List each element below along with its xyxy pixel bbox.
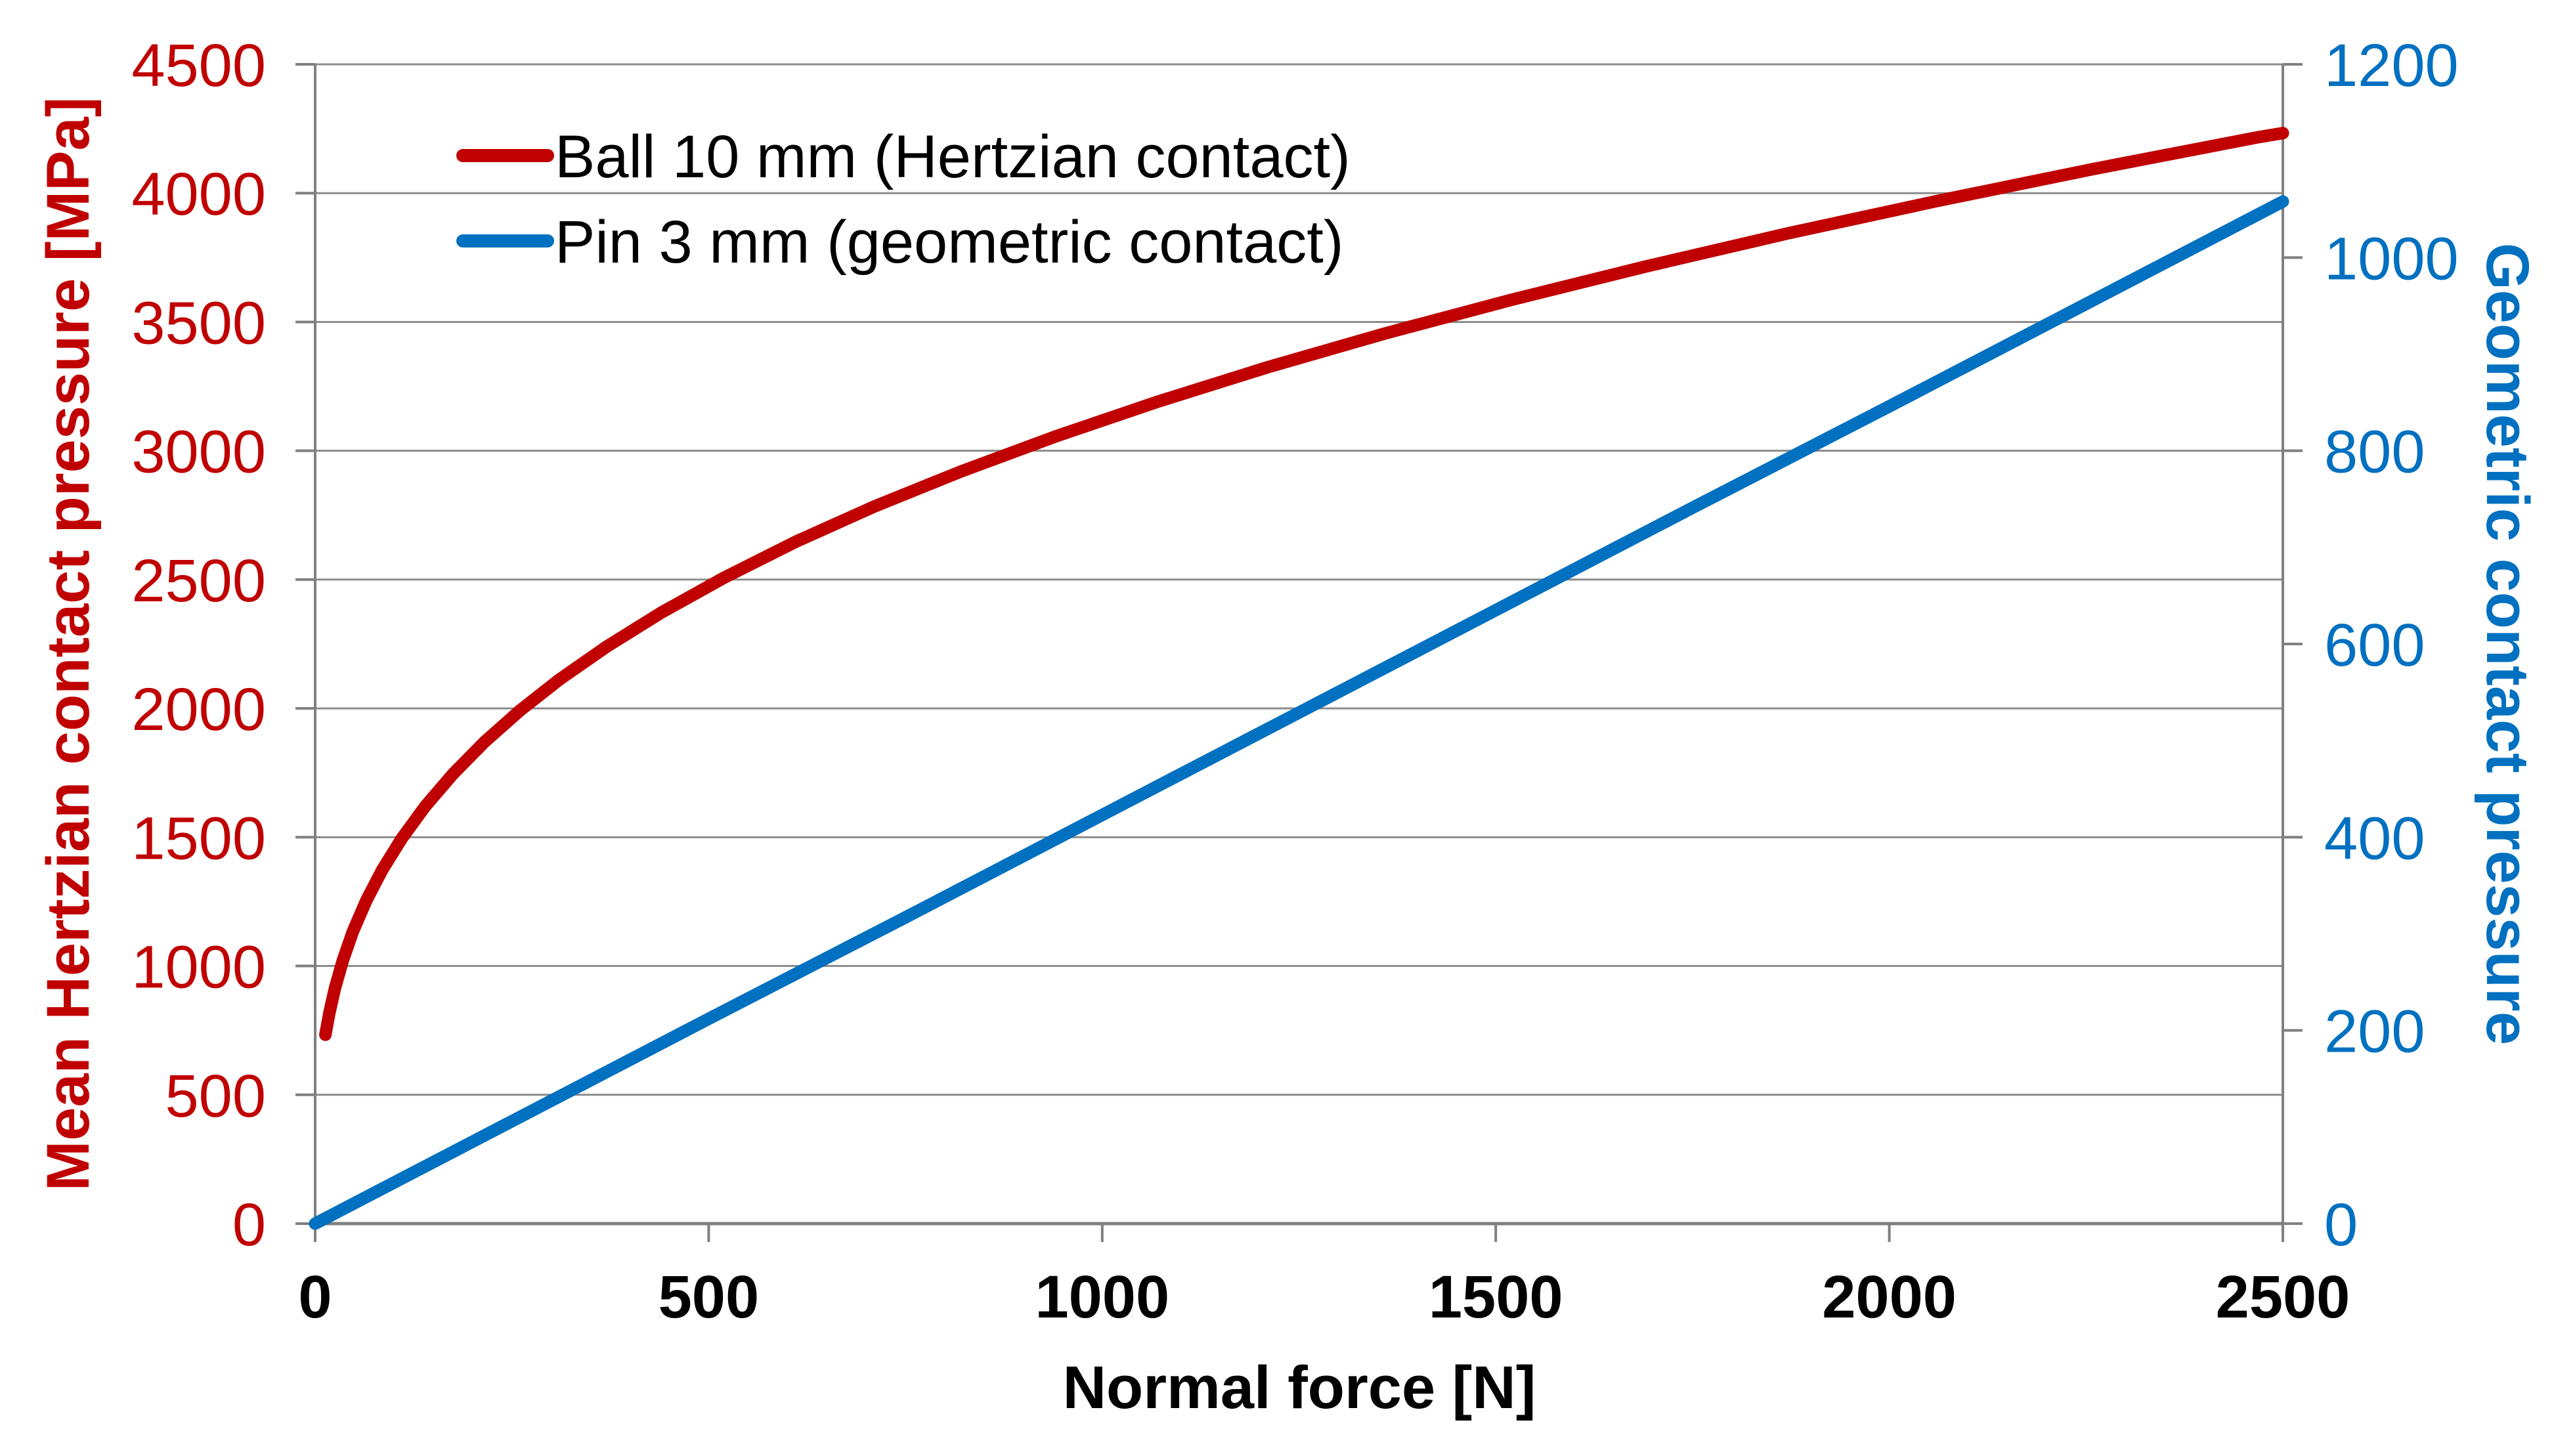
right-tick-label: 600 [2324,612,2425,679]
axes [314,64,2284,1242]
data-series [309,127,2289,1230]
left-tick-label: 3500 [131,289,266,356]
left-tick-label: 4500 [131,32,266,99]
right-tick-label: 200 [2324,998,2425,1065]
series-line-0 [319,127,2289,1041]
right-tick-label: 1000 [2324,225,2459,292]
x-tick-label: 1500 [1429,1264,1563,1331]
left-tick-label: 1500 [131,805,266,872]
left-tick-label: 0 [232,1191,266,1258]
y-axis-left-title: Mean Hertzian contact pressure [MPa] [35,97,102,1191]
left-tick-label: 2000 [131,676,266,743]
y-axis-right-title: Geometric contact pressure [2474,243,2541,1045]
right-tick-label: 1200 [2324,32,2459,99]
x-tick-label: 500 [659,1264,760,1331]
left-tick-label: 1000 [131,934,266,1001]
left-tick-label: 3000 [131,419,266,486]
legend-label-ball: Ball 10 mm (Hertzian contact) [555,123,1351,190]
legend-label-pin: Pin 3 mm (geometric contact) [555,209,1343,276]
right-tick-label: 800 [2324,419,2425,486]
x-tick-label: 2000 [1822,1264,1957,1331]
left-tick-label: 2500 [131,547,266,614]
left-tick-label: 4000 [131,161,266,228]
tick-marks [295,63,2303,1242]
x-axis-title: Normal force [N] [1063,1354,1536,1421]
legend: Ball 10 mm (Hertzian contact) Pin 3 mm (… [456,123,1351,276]
x-tick-label: 0 [298,1264,332,1331]
series-line-1 [309,195,2289,1230]
x-tick-label: 1000 [1035,1264,1169,1331]
right-tick-label: 400 [2324,805,2425,872]
gridlines [315,63,2283,1096]
left-tick-label: 500 [165,1063,267,1130]
right-tick-label: 0 [2324,1191,2358,1258]
tick-labels: 0500100015002000250030003500400045000200… [131,32,2458,1331]
x-tick-label: 2500 [2216,1264,2350,1331]
